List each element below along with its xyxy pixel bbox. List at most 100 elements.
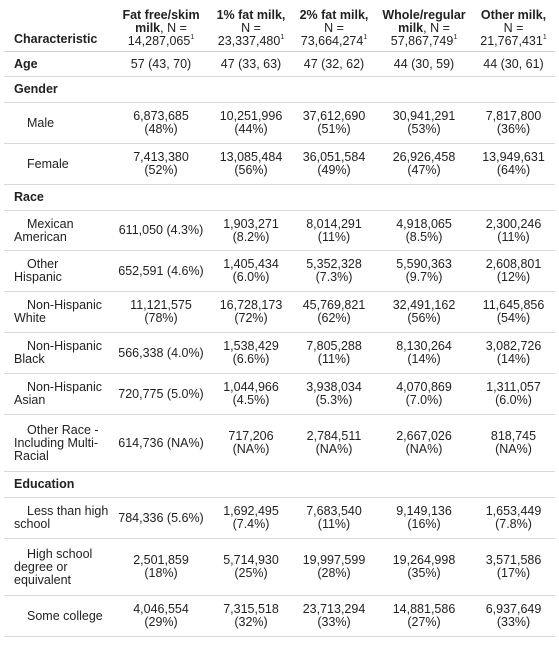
table-cell: 1,903,271 (8.2%)	[210, 210, 292, 251]
table-row: Other Race - Including Multi-Racial 614,…	[4, 414, 555, 472]
table-cell: 614,736 (NA%)	[112, 414, 210, 472]
table-cell: 44 (30, 59)	[376, 51, 472, 77]
column-header-fat-free: Fat free/skim milk, N = 14,287,0651	[112, 0, 210, 52]
column-name: 2% fat milk,	[299, 8, 369, 22]
column-n-label: N =	[503, 21, 524, 35]
table-cell: 7,805,288 (11%)	[292, 332, 376, 374]
table-cell: 5,590,363 (9.7%)	[376, 250, 472, 292]
table-cell: 720,775 (5.0%)	[112, 373, 210, 415]
table-cell: 2,667,026 (NA%)	[376, 414, 472, 472]
table-cell: 566,338 (4.0%)	[112, 332, 210, 374]
table-cell: 1,405,434 (6.0%)	[210, 250, 292, 292]
table-cell: 36,051,584 (49%)	[292, 143, 376, 185]
table-row: High school degree or equivalent 2,501,8…	[4, 538, 555, 596]
column-name: Other milk,	[480, 8, 547, 22]
table-cell: 1,311,057 (6.0%)	[472, 373, 555, 415]
table-cell: 11,121,575 (78%)	[112, 291, 210, 333]
characteristics-table: Characteristic Fat free/skim milk, N = 14…	[4, 0, 555, 637]
row-label: Less than high school	[4, 497, 112, 539]
row-label: High school degree or equivalent	[4, 538, 112, 596]
column-n-label: N =	[324, 21, 344, 35]
table-row: Less than high school 784,336 (5.6%) 1,6…	[4, 497, 555, 539]
footnote-mark: 1	[280, 34, 285, 41]
row-label: Female	[4, 143, 112, 185]
footnote-mark: 1	[190, 34, 195, 41]
table-cell: 818,745 (NA%)	[472, 414, 555, 472]
table-cell: 7,413,380 (52%)	[112, 143, 210, 185]
table-cell: 2,608,801 (12%)	[472, 250, 555, 292]
table-cell: 13,085,484 (56%)	[210, 143, 292, 185]
table-cell: 652,591 (4.6%)	[112, 250, 210, 292]
row-label-text: Other Race - Including Multi-Racial	[14, 422, 99, 463]
table-row: Female 7,413,380 (52%) 13,085,484 (56%) …	[4, 143, 555, 185]
footnote-mark: 1	[453, 34, 458, 41]
table-cell: 717,206 (NA%)	[210, 414, 292, 472]
column-n-label: , N =	[423, 21, 450, 35]
row-label: Age	[4, 51, 112, 77]
table-row: Non-Hispanic Asian 720,775 (5.0%) 1,044,…	[4, 373, 555, 415]
column-name: Whole/regular milk	[382, 8, 466, 35]
table-row: Non-Hispanic Black 566,338 (4.0%) 1,538,…	[4, 332, 555, 374]
table-cell: 4,070,869 (7.0%)	[376, 373, 472, 415]
table-cell: 5,352,328 (7.3%)	[292, 250, 376, 292]
section-row-gender: Gender	[4, 76, 555, 103]
row-label-text: Male	[27, 115, 55, 130]
table-cell: 2,501,859 (18%)	[112, 538, 210, 596]
row-label-text: Less than high school	[14, 504, 109, 531]
table-cell: 30,941,291 (53%)	[376, 102, 472, 144]
column-n: 21,767,431	[480, 34, 543, 48]
row-label-text: Non-Hispanic Asian	[14, 380, 103, 407]
footnote-mark: 1	[542, 34, 547, 41]
section-title: Gender	[4, 76, 555, 103]
table-cell: 47 (33, 63)	[210, 51, 292, 77]
table-cell: 16,728,173 (72%)	[210, 291, 292, 333]
row-label-text: Female	[27, 156, 69, 171]
table-cell: 3,082,726 (14%)	[472, 332, 555, 374]
table-cell: 8,130,264 (14%)	[376, 332, 472, 374]
row-label: Male	[4, 102, 112, 144]
row-label: Mexican American	[4, 210, 112, 251]
table-cell: 23,713,294 (33%)	[292, 595, 376, 637]
column-n-label: , N =	[160, 21, 187, 35]
row-label-text: Mexican American	[14, 216, 74, 244]
table-cell: 19,997,599 (28%)	[292, 538, 376, 596]
table-cell: 3,571,586 (17%)	[472, 538, 555, 596]
table-cell: 14,881,586 (27%)	[376, 595, 472, 637]
section-row-education: Education	[4, 471, 555, 498]
table-cell: 47 (32, 62)	[292, 51, 376, 77]
section-title: Education	[4, 471, 555, 498]
table-row: Some college 4,046,554 (29%) 7,315,518 (…	[4, 595, 555, 637]
table-cell: 7,817,800 (36%)	[472, 102, 555, 144]
column-header-whole: Whole/regular milk, N = 57,867,7491	[376, 0, 472, 52]
table-cell: 11,645,856 (54%)	[472, 291, 555, 333]
row-label: Some college	[4, 595, 112, 637]
table-cell: 57 (43, 70)	[112, 51, 210, 77]
column-n-label: N =	[241, 21, 261, 35]
table-cell: 2,784,511 (NA%)	[292, 414, 376, 472]
row-label-text: High school degree or equivalent	[14, 546, 93, 587]
footnote-mark: 1	[363, 34, 368, 41]
table-cell: 6,937,649 (33%)	[472, 595, 555, 637]
table-cell: 7,315,518 (32%)	[210, 595, 292, 637]
table-cell: 7,683,540 (11%)	[292, 497, 376, 539]
column-n: 14,287,065	[127, 34, 191, 48]
table-cell: 4,046,554 (29%)	[112, 595, 210, 637]
row-label: Other Hispanic	[4, 250, 112, 292]
header-row: Characteristic Fat free/skim milk, N = 14…	[4, 0, 555, 52]
table-cell: 5,714,930 (25%)	[210, 538, 292, 596]
table-cell: 19,264,998 (35%)	[376, 538, 472, 596]
table-cell: 1,692,495 (7.4%)	[210, 497, 292, 539]
table-cell: 26,926,458 (47%)	[376, 143, 472, 185]
characteristic-header: Characteristic	[4, 0, 112, 52]
table-cell: 3,938,034 (5.3%)	[292, 373, 376, 415]
table-cell: 45,769,821 (62%)	[292, 291, 376, 333]
row-label: Other Race - Including Multi-Racial	[4, 414, 112, 472]
table-cell: 784,336 (5.6%)	[112, 497, 210, 539]
section-title: Race	[4, 184, 555, 211]
column-header-1pct: 1% fat milk, N = 23,337,4801	[210, 0, 292, 52]
row-label-text: Non-Hispanic Black	[14, 339, 103, 366]
table-cell: 611,050 (4.3%)	[112, 210, 210, 251]
table-cell: 1,538,429 (6.6%)	[210, 332, 292, 374]
row-label: Non-Hispanic White	[4, 291, 112, 333]
section-row-race: Race	[4, 184, 555, 211]
